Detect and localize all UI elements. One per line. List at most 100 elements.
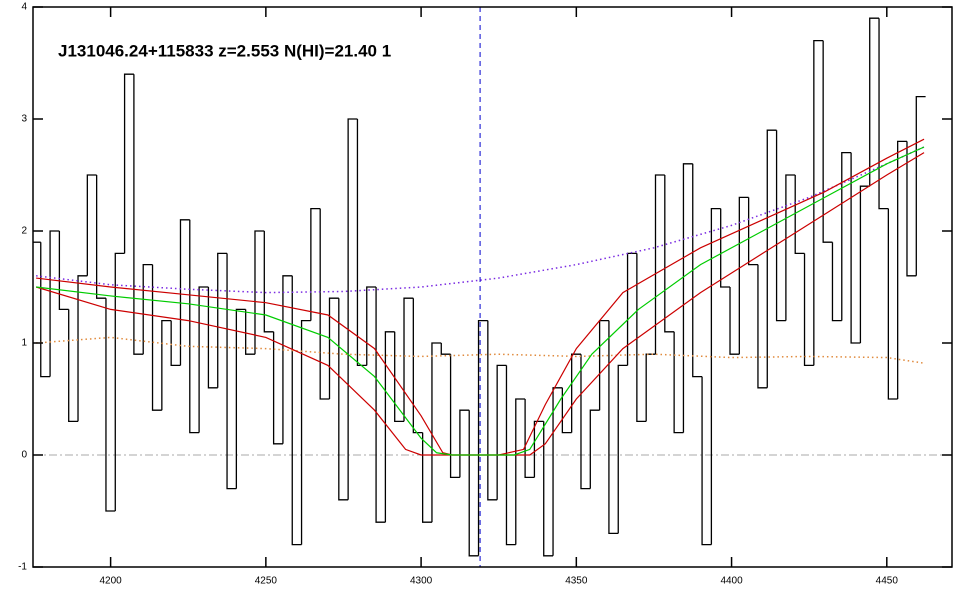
flux-step bbox=[673, 331, 684, 434]
flux-step bbox=[170, 320, 181, 367]
flux-step bbox=[366, 286, 377, 366]
flux-step bbox=[95, 175, 106, 299]
flux-step bbox=[300, 319, 311, 545]
flux-step bbox=[459, 409, 470, 478]
flux-step bbox=[347, 118, 358, 500]
flux-step bbox=[319, 208, 330, 400]
flux-step bbox=[403, 297, 414, 422]
flux-step bbox=[692, 163, 703, 378]
flux-step bbox=[533, 420, 544, 478]
y-tick-label: 1 bbox=[21, 338, 27, 349]
flux-step bbox=[496, 364, 507, 500]
flux-step bbox=[505, 365, 516, 546]
flux-step bbox=[831, 242, 842, 322]
flux-step bbox=[151, 264, 162, 411]
model-curve bbox=[36, 146, 925, 294]
flux-step bbox=[561, 387, 572, 434]
flux-step bbox=[161, 319, 172, 411]
flux-step bbox=[142, 263, 153, 355]
flux-step bbox=[328, 297, 339, 399]
flux-step bbox=[217, 252, 228, 388]
flux-step bbox=[179, 219, 190, 366]
flux-step bbox=[68, 309, 79, 423]
x-tick-label: 4450 bbox=[876, 576, 899, 587]
y-tick-label: 4 bbox=[21, 2, 27, 13]
flux-step bbox=[580, 354, 591, 490]
flux-step bbox=[841, 151, 852, 321]
flux-step bbox=[282, 275, 293, 444]
flux-step bbox=[571, 353, 581, 433]
flux-step bbox=[822, 40, 833, 243]
flux-step bbox=[449, 354, 460, 479]
flux-step bbox=[263, 231, 274, 333]
flux-step bbox=[878, 18, 889, 210]
model-curve bbox=[36, 336, 925, 364]
flux-step bbox=[654, 174, 665, 355]
flux-step bbox=[850, 152, 861, 344]
flux-step bbox=[897, 140, 907, 399]
flux-step bbox=[375, 287, 386, 523]
flux-step bbox=[645, 353, 656, 422]
flux-step bbox=[291, 275, 302, 546]
flux-step bbox=[785, 174, 796, 321]
flux-step bbox=[77, 275, 88, 422]
y-tick-label: 2 bbox=[21, 226, 27, 237]
flux-step bbox=[608, 320, 619, 535]
flux-step bbox=[356, 119, 367, 367]
flux-step bbox=[123, 73, 134, 254]
flux-step bbox=[245, 309, 255, 355]
flux-step bbox=[114, 252, 125, 511]
flux-step bbox=[738, 196, 749, 355]
flux-step bbox=[198, 286, 209, 433]
flux-step bbox=[720, 208, 731, 288]
flux-step bbox=[235, 308, 246, 489]
x-tick-label: 4200 bbox=[99, 576, 122, 587]
flux-step bbox=[40, 242, 51, 378]
flux-step bbox=[272, 331, 283, 445]
flux-step bbox=[86, 174, 97, 276]
flux-step bbox=[226, 253, 237, 490]
model-curve bbox=[35, 152, 925, 456]
flux-step bbox=[394, 331, 405, 423]
flux-step bbox=[412, 298, 423, 434]
flux-step bbox=[133, 74, 144, 355]
flux-step bbox=[636, 253, 647, 423]
flux-step bbox=[589, 409, 600, 489]
flux-step bbox=[775, 130, 786, 322]
flux-step bbox=[626, 252, 637, 366]
flux-step bbox=[105, 298, 116, 512]
flux-step bbox=[384, 331, 395, 523]
flux-step bbox=[543, 421, 554, 557]
flux-step bbox=[766, 129, 777, 388]
chart-title: J131046.24+115833 z=2.553 N(HI)=21.40 1 bbox=[58, 41, 391, 60]
flux-step bbox=[468, 410, 479, 557]
flux-step bbox=[859, 185, 870, 343]
x-tick-label: 4250 bbox=[255, 576, 278, 587]
plot-frame bbox=[32, 6, 953, 568]
x-tick-label: 4400 bbox=[720, 576, 743, 587]
flux-step bbox=[207, 287, 218, 389]
flux-step bbox=[757, 264, 768, 389]
x-tick-label: 4300 bbox=[410, 576, 433, 587]
flux-step bbox=[729, 287, 740, 355]
flux-step bbox=[915, 95, 926, 276]
flux-step bbox=[477, 319, 488, 556]
flux-step bbox=[747, 197, 758, 266]
x-tick-label: 4350 bbox=[565, 576, 588, 587]
plot-area bbox=[33, 7, 952, 567]
flux-step bbox=[310, 207, 321, 321]
flux-step bbox=[431, 342, 442, 523]
y-tick-label: -1 bbox=[18, 562, 27, 573]
flux-step bbox=[794, 175, 805, 255]
model-curve bbox=[36, 146, 925, 456]
flux-step bbox=[710, 207, 721, 545]
flux-step bbox=[869, 17, 880, 187]
flux-step bbox=[664, 175, 675, 333]
flux-step bbox=[617, 364, 628, 534]
flux-step bbox=[887, 208, 898, 400]
flux-step bbox=[440, 343, 451, 355]
flux-step bbox=[552, 387, 563, 556]
flux-step bbox=[421, 432, 432, 523]
flux-step bbox=[813, 39, 824, 366]
